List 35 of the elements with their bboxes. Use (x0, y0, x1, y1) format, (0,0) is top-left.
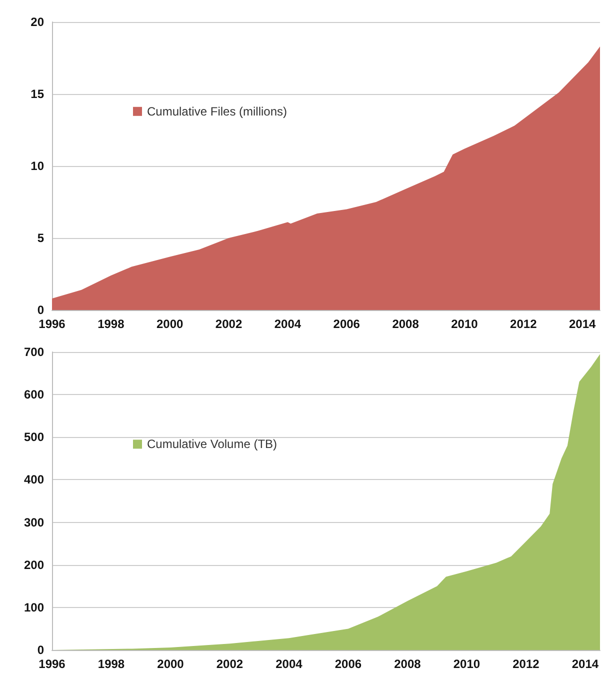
x-tick-label: 2006 (333, 317, 360, 331)
x-tick-label: 2010 (453, 657, 480, 671)
x-tick-label: 2008 (394, 657, 422, 671)
x-tick-label: 1998 (98, 657, 125, 671)
y-tick-label: 0 (37, 643, 44, 657)
y-tick-label: 20 (30, 15, 44, 29)
y-tick-label: 200 (24, 558, 44, 572)
x-tick-label: 1998 (98, 317, 125, 331)
legend-label: Cumulative Files (millions) (147, 104, 288, 118)
x-tick-label: 2002 (216, 657, 244, 671)
y-tick-label: 700 (24, 345, 44, 359)
x-tick-label: 1996 (38, 317, 66, 331)
x-tick-label: 2012 (510, 317, 538, 331)
y-tick-label: 0 (37, 303, 44, 317)
x-tick-label: 2010 (451, 317, 478, 331)
x-tick-label: 2004 (274, 317, 302, 331)
y-tick-label: 100 (24, 600, 44, 614)
x-tick-label: 2008 (392, 317, 420, 331)
y-tick-label: 400 (24, 472, 44, 487)
x-tick-label: 2002 (215, 317, 242, 331)
x-tick-label: 2006 (334, 657, 362, 671)
x-tick-label: 2004 (276, 657, 303, 671)
y-tick-label: 300 (24, 515, 44, 530)
y-tick-label: 10 (30, 159, 44, 173)
x-tick-label: 2000 (156, 317, 184, 331)
x-tick-label: 2000 (157, 657, 184, 671)
y-tick-label: 600 (24, 388, 44, 402)
legend-label: Cumulative Volume (TB) (147, 437, 278, 452)
x-tick-label: 1996 (38, 657, 66, 671)
y-tick-label: 500 (24, 430, 44, 444)
x-tick-label: 2012 (512, 657, 540, 671)
y-tick-label: 15 (30, 87, 44, 101)
x-tick-label: 2014 (568, 317, 596, 331)
y-tick-label: 5 (37, 231, 44, 245)
x-tick-label: 2014 (572, 657, 599, 671)
